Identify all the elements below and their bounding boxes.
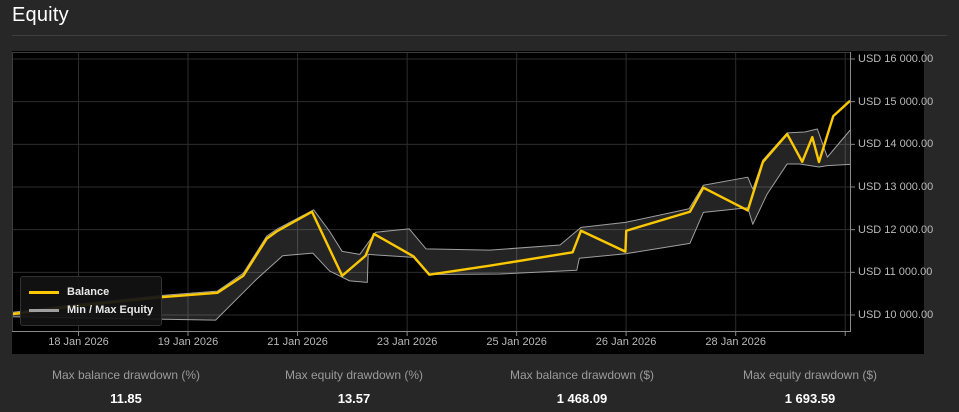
stat-value: 13.57 xyxy=(337,391,371,406)
y-axis-label: USD 16 000.00 xyxy=(858,53,934,65)
stat-label: Max equity drawdown ($) xyxy=(742,368,878,382)
stat-value: 11.85 xyxy=(110,391,142,406)
chart-plot-svg[interactable] xyxy=(12,51,924,354)
x-axis-label: 26 Jan 2026 xyxy=(595,336,657,348)
balance-line xyxy=(12,99,851,316)
stat-max-equity-drawdown-pct: Max equity drawdown (%) 13.57 xyxy=(240,368,468,406)
x-axis-label: 25 Jan 2026 xyxy=(486,336,547,348)
x-axis-label: 28 Jan 2026 xyxy=(705,336,766,348)
stat-label: Max balance drawdown (%) xyxy=(51,368,201,382)
stat-max-balance-drawdown-pct: Max balance drawdown (%) 11.85 xyxy=(12,368,240,406)
x-axis-label: 23 Jan 2026 xyxy=(376,336,438,348)
y-axis-label: USD 13 000.00 xyxy=(858,181,934,193)
drawdown-stats-row: Max balance drawdown (%) 11.85 Max equit… xyxy=(12,368,924,406)
chart-legend: Balance Min / Max Equity xyxy=(20,276,162,326)
min-equity-line xyxy=(12,163,851,321)
min-max-equity-line-swatch xyxy=(29,308,59,312)
stat-label: Max equity drawdown (%) xyxy=(284,368,424,382)
page-title: Equity xyxy=(12,4,69,26)
min-max-equity-band xyxy=(12,128,850,321)
y-axis-label: USD 12 000.00 xyxy=(858,223,934,236)
equity-chart-panel: USD 16 000.00 USD 15 000.00 USD 14 000.00 U… xyxy=(12,51,933,354)
legend-item-balance: Balance xyxy=(29,283,153,301)
legend-item-min-max-equity: Min / Max Equity xyxy=(29,301,153,319)
stat-label: Max balance drawdown ($) xyxy=(509,368,655,382)
balance-line-swatch xyxy=(29,290,59,294)
x-axis-label: 21 Jan 2026 xyxy=(267,336,328,348)
x-axis-label: 18 Jan 2026 xyxy=(48,336,109,348)
y-axis-label: USD 10 000.00 xyxy=(858,309,934,321)
stat-value: 1 468.09 xyxy=(556,391,608,406)
legend-label: Balance xyxy=(67,286,110,298)
y-axis-label: USD 14 000.00 xyxy=(858,138,934,151)
stat-max-equity-drawdown-usd: Max equity drawdown ($) 1 693.59 xyxy=(696,368,924,406)
stat-max-balance-drawdown-usd: Max balance drawdown ($) 1 468.09 xyxy=(468,368,696,406)
page-header: Equity xyxy=(12,0,947,36)
stat-value: 1 693.59 xyxy=(784,391,836,406)
x-axis-label: 19 Jan 2026 xyxy=(157,336,219,348)
y-axis-label: USD 15 000.00 xyxy=(858,95,934,108)
legend-label: Min / Max Equity xyxy=(67,304,154,316)
y-axis-label: USD 11 000.00 xyxy=(858,266,933,279)
